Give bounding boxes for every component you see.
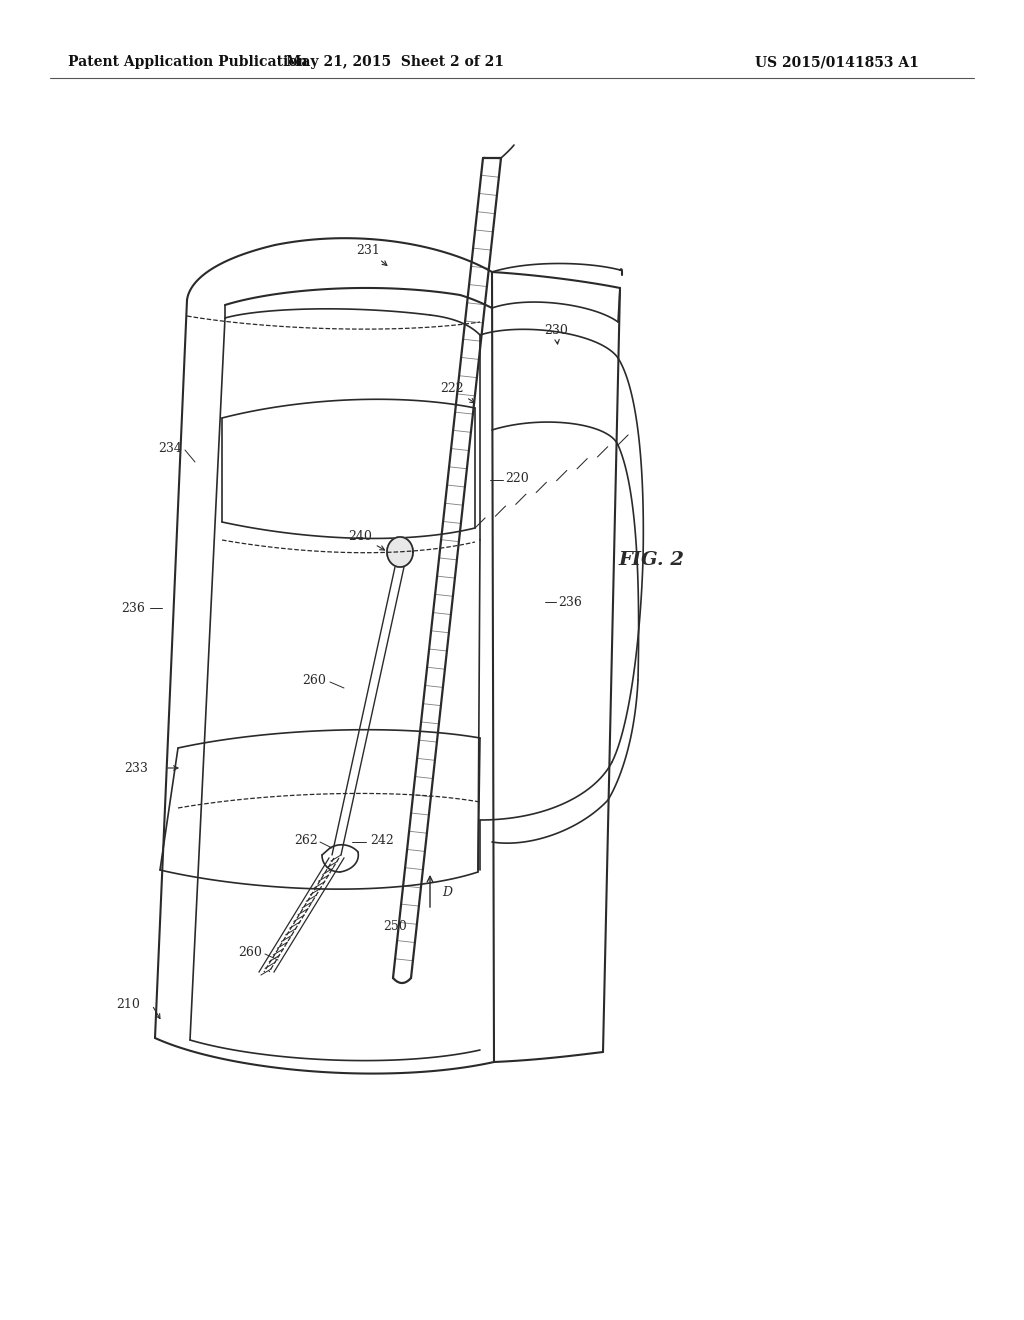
Text: 262: 262 [294, 833, 318, 846]
Text: 242: 242 [370, 833, 394, 846]
Text: 220: 220 [505, 471, 528, 484]
Text: 236: 236 [558, 595, 582, 609]
Text: D: D [442, 886, 452, 899]
Text: 250: 250 [383, 920, 407, 932]
Text: 240: 240 [348, 529, 384, 550]
Text: 222: 222 [440, 381, 475, 403]
Polygon shape [387, 537, 413, 568]
Text: 236: 236 [121, 602, 145, 615]
Text: 234: 234 [158, 441, 182, 454]
Text: Patent Application Publication: Patent Application Publication [68, 55, 307, 69]
Text: 210: 210 [116, 998, 140, 1011]
Text: 233: 233 [124, 762, 148, 775]
Text: 230: 230 [544, 323, 568, 345]
Text: 231: 231 [356, 243, 387, 265]
Text: May 21, 2015  Sheet 2 of 21: May 21, 2015 Sheet 2 of 21 [286, 55, 504, 69]
Text: FIG. 2: FIG. 2 [618, 550, 684, 569]
Text: US 2015/0141853 A1: US 2015/0141853 A1 [755, 55, 919, 69]
Text: 260: 260 [302, 673, 326, 686]
Text: 260: 260 [239, 945, 262, 958]
